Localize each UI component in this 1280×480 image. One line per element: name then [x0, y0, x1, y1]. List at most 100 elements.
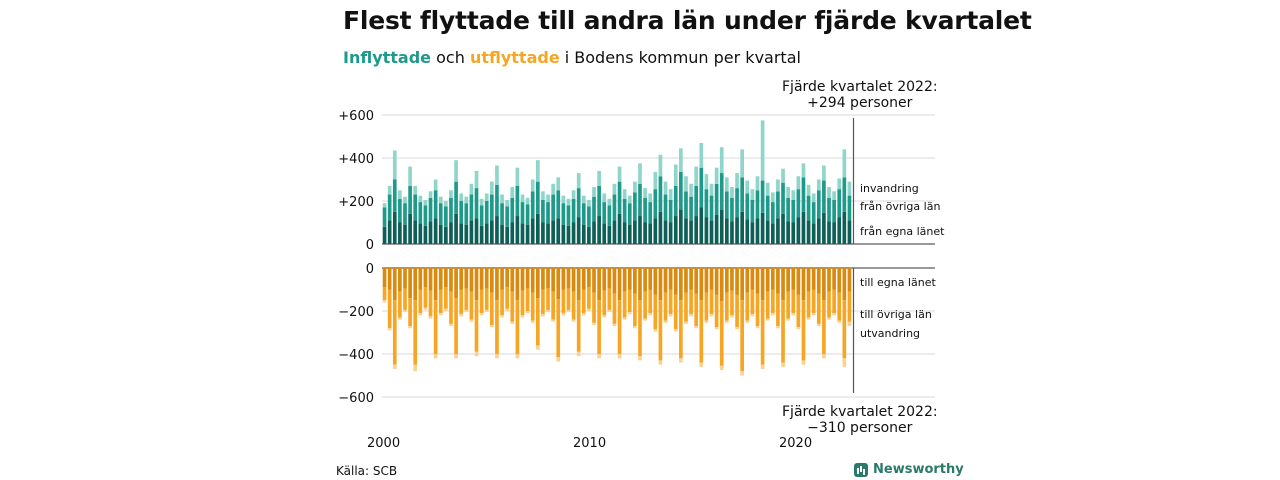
bar-in-1: [791, 199, 796, 223]
bar-out-1: [469, 291, 474, 320]
bar-out-0: [791, 268, 796, 290]
bar-in-1: [546, 202, 550, 224]
series-label-out: till egna länet: [860, 276, 936, 289]
bar-out-2: [735, 327, 739, 330]
bar-in-1: [811, 202, 816, 224]
bar-out-0: [408, 268, 412, 299]
bar-out-2: [587, 308, 591, 311]
bar-in-2: [387, 185, 392, 195]
bar-out-1: [617, 300, 622, 354]
bar-in-1: [587, 206, 591, 227]
bar-in-0: [413, 220, 418, 244]
bar-out-0: [842, 268, 847, 301]
bar-out-0: [709, 268, 714, 290]
chart-title: Flest flyttade till andra län under fjär…: [343, 6, 1032, 35]
bar-out-2: [668, 314, 673, 317]
bar-in-2: [500, 194, 504, 204]
bar-out-1: [413, 300, 418, 365]
bar-in-0: [566, 225, 571, 244]
series-label-out: utvandring: [860, 327, 920, 340]
bar-in-2: [525, 197, 530, 205]
bar-out-0: [474, 268, 479, 301]
bar-in-1: [474, 188, 479, 219]
bar-in-0: [449, 222, 453, 244]
bar-in-0: [842, 211, 847, 244]
bar-in-2: [566, 198, 571, 206]
bar-out-0: [765, 268, 770, 292]
bar-in-2: [735, 173, 739, 189]
bar-out-1: [515, 300, 520, 354]
bar-in-2: [495, 165, 499, 185]
bar-out-0: [469, 268, 474, 292]
bar-in-1: [658, 176, 663, 212]
bar-in-0: [561, 224, 566, 244]
bar-in-1: [822, 180, 826, 213]
bar-out-1: [719, 301, 724, 366]
bar-out-2: [648, 313, 653, 316]
bar-in-1: [382, 207, 387, 227]
bar-out-0: [587, 268, 591, 288]
bar-in-2: [474, 170, 479, 189]
bar-in-0: [699, 207, 704, 244]
bar-in-0: [740, 211, 744, 244]
bar-in-2: [653, 171, 658, 190]
bar-out-1: [530, 292, 535, 321]
bar-out-2: [576, 351, 581, 357]
bar-out-2: [469, 319, 474, 322]
bar-in-2: [556, 177, 561, 191]
bar-in-2: [428, 191, 433, 198]
bar-in-0: [755, 218, 760, 244]
bar-out-2: [781, 362, 785, 367]
bar-in-2: [617, 166, 622, 182]
bar-out-2: [704, 320, 709, 323]
bar-in-0: [832, 222, 836, 244]
annotation-bottom-line2: −310 personer: [807, 420, 913, 436]
bar-out-0: [418, 268, 423, 290]
bar-in-0: [617, 213, 622, 244]
bar-in-2: [602, 193, 607, 203]
bar-out-0: [561, 268, 566, 290]
bar-out-0: [673, 268, 678, 295]
bar-out-1: [827, 291, 831, 318]
source-text: Källa: SCB: [336, 464, 398, 478]
bar-in-0: [398, 222, 402, 244]
bar-in-0: [444, 226, 448, 244]
bar-in-2: [791, 190, 796, 200]
bar-out-2: [556, 357, 561, 362]
bar-out-0: [679, 268, 683, 301]
bar-out-0: [510, 268, 515, 292]
bar-out-1: [428, 290, 433, 317]
bar-in-0: [745, 219, 750, 244]
bar-out-2: [770, 313, 775, 316]
bar-out-2: [765, 318, 770, 321]
bar-out-2: [673, 329, 678, 332]
brand-logo[interactable]: Newsworthy: [854, 462, 964, 477]
x-tick-label: 2020: [779, 436, 812, 451]
bar-in-2: [643, 188, 647, 198]
bar-out-1: [643, 291, 647, 319]
bar-out-2: [811, 313, 816, 316]
bar-in-1: [786, 197, 790, 222]
bar-in-1: [505, 206, 509, 227]
bar-in-2: [464, 196, 469, 204]
bar-in-1: [535, 181, 540, 214]
bar-out-1: [837, 292, 842, 321]
bar-in-2: [418, 195, 423, 203]
bar-out-1: [709, 289, 714, 315]
bar-out-2: [387, 328, 392, 331]
bar-out-0: [822, 268, 826, 301]
bar-out-2: [484, 309, 489, 313]
bar-in-2: [801, 163, 806, 178]
bar-out-1: [622, 291, 627, 318]
bar-out-2: [592, 322, 596, 325]
bar-in-2: [755, 176, 760, 191]
bar-in-2: [730, 187, 734, 198]
bar-in-0: [382, 226, 387, 244]
bar-in-2: [847, 181, 852, 196]
bar-out-2: [816, 323, 821, 327]
bar-in-0: [490, 220, 494, 244]
bar-out-2: [392, 364, 397, 370]
bar-out-1: [551, 291, 555, 320]
bar-in-0: [392, 211, 397, 244]
